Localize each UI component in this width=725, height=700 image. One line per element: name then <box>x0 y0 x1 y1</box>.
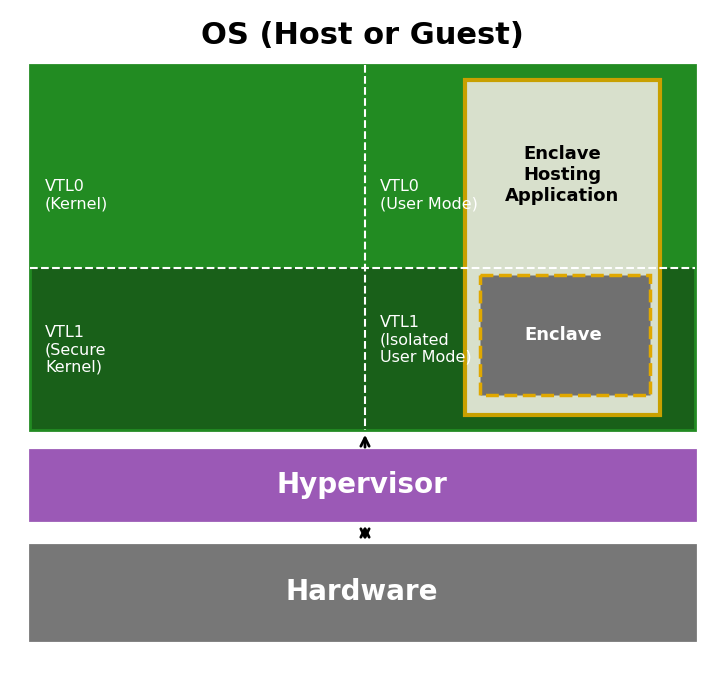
Bar <box>30 268 695 430</box>
Text: OS (Host or Guest): OS (Host or Guest) <box>201 20 524 50</box>
Bar <box>30 65 695 268</box>
Bar <box>480 275 650 395</box>
Text: VTL1
(Isolated
User Mode): VTL1 (Isolated User Mode) <box>380 315 472 365</box>
Text: VTL0
(User Mode): VTL0 (User Mode) <box>380 178 478 211</box>
Text: Hardware: Hardware <box>286 578 438 606</box>
Text: VTL0
(Kernel): VTL0 (Kernel) <box>45 178 108 211</box>
Bar <box>465 80 660 415</box>
Bar <box>30 545 695 640</box>
Bar <box>30 450 695 520</box>
Text: Enclave: Enclave <box>524 326 602 344</box>
Text: Hypervisor: Hypervisor <box>276 471 447 499</box>
Bar <box>30 65 695 430</box>
Text: Enclave
Hosting
Application: Enclave Hosting Application <box>505 145 619 205</box>
Text: VTL1
(Secure
Kernel): VTL1 (Secure Kernel) <box>45 325 107 375</box>
